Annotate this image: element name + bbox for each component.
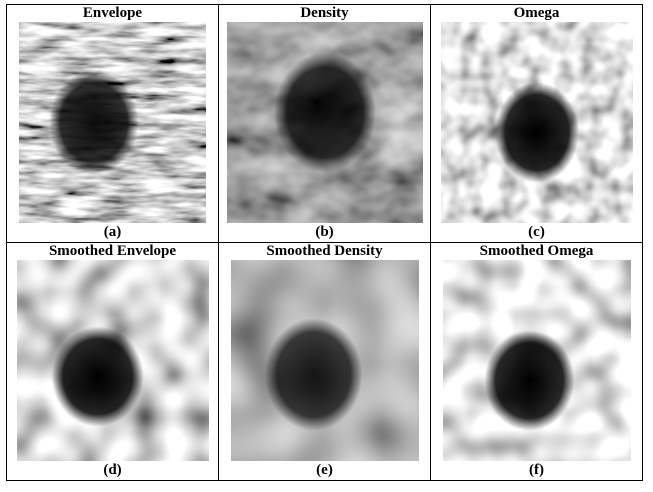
figure-cell: Smoothed Envelope (d) [7, 243, 219, 481]
panel-title: Envelope [7, 5, 218, 22]
panel-caption: (a) [7, 223, 218, 242]
figure-cell: Smoothed Omega (f) [431, 243, 643, 481]
panel-title: Smoothed Envelope [7, 243, 218, 260]
panel-image [441, 22, 633, 223]
panel-image [231, 260, 419, 461]
panel-image [227, 22, 423, 223]
panel-caption: (f) [431, 461, 642, 480]
panel-image [19, 22, 206, 223]
figure-cell: Omega (c) [431, 5, 643, 243]
figure-row: Envelope (a) Density (b) Omega (c) [7, 5, 643, 243]
panel-title: Omega [431, 5, 642, 22]
panel-image [17, 260, 209, 461]
figure-cell: Envelope (a) [7, 5, 219, 243]
panel-title: Smoothed Omega [431, 243, 642, 260]
panel-caption: (b) [219, 223, 430, 242]
figure-grid: Envelope (a) Density (b) Omega (c) Smoothed En… [6, 4, 643, 481]
page: {"panels": [ {"title": "Envelope", "capt… [0, 0, 653, 492]
panel-caption: (c) [431, 223, 642, 242]
panel-caption: (e) [219, 461, 430, 480]
figure-cell: Smoothed Density (e) [219, 243, 431, 481]
panel-title: Density [219, 5, 430, 22]
panel-caption: (d) [7, 461, 218, 480]
panel-title: Smoothed Density [219, 243, 430, 260]
figure-cell: Density (b) [219, 5, 431, 243]
figure-row: Smoothed Envelope(d)Smoothed Density(e)S… [7, 243, 643, 481]
panel-image [443, 260, 631, 461]
